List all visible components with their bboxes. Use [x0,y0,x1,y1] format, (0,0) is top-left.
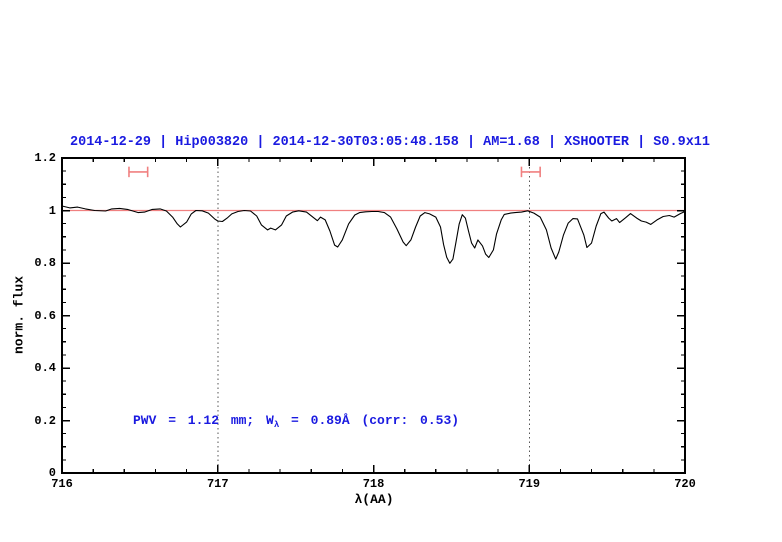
y-tick-label: 0 [48,466,56,480]
pwv-annotation-rest: = 0.89Å (corr: 0.53) [279,413,460,428]
y-tick-label: 0.4 [34,361,56,375]
pwv-annotation: PWV = 1.12 mm; Wλ = 0.89Å (corr: 0.53) [133,413,459,430]
y-tick-label: 0.2 [34,413,56,428]
lambda-subscript: λ [273,420,280,430]
x-tick-label: 718 [362,477,385,491]
spectrum-line [61,205,686,264]
y-tick-label: 1 [48,203,56,218]
y-tick-label: 0.8 [34,256,56,270]
x-tick-label: 716 [51,477,73,491]
x-tick-label: 719 [518,477,541,491]
y-tick-label: 1.2 [34,151,56,165]
x-tick-label: 720 [674,477,696,491]
y-tick-label: 0.6 [34,308,56,323]
x-axis-label: λ(AA) [354,492,394,507]
pwv-annotation-text: PWV = 1.12 mm; W [133,413,274,428]
x-tick-label: 717 [206,477,229,491]
plot-title: 2014-12-29 | Hip003820 | 2014-12-30T03:0… [69,135,711,150]
